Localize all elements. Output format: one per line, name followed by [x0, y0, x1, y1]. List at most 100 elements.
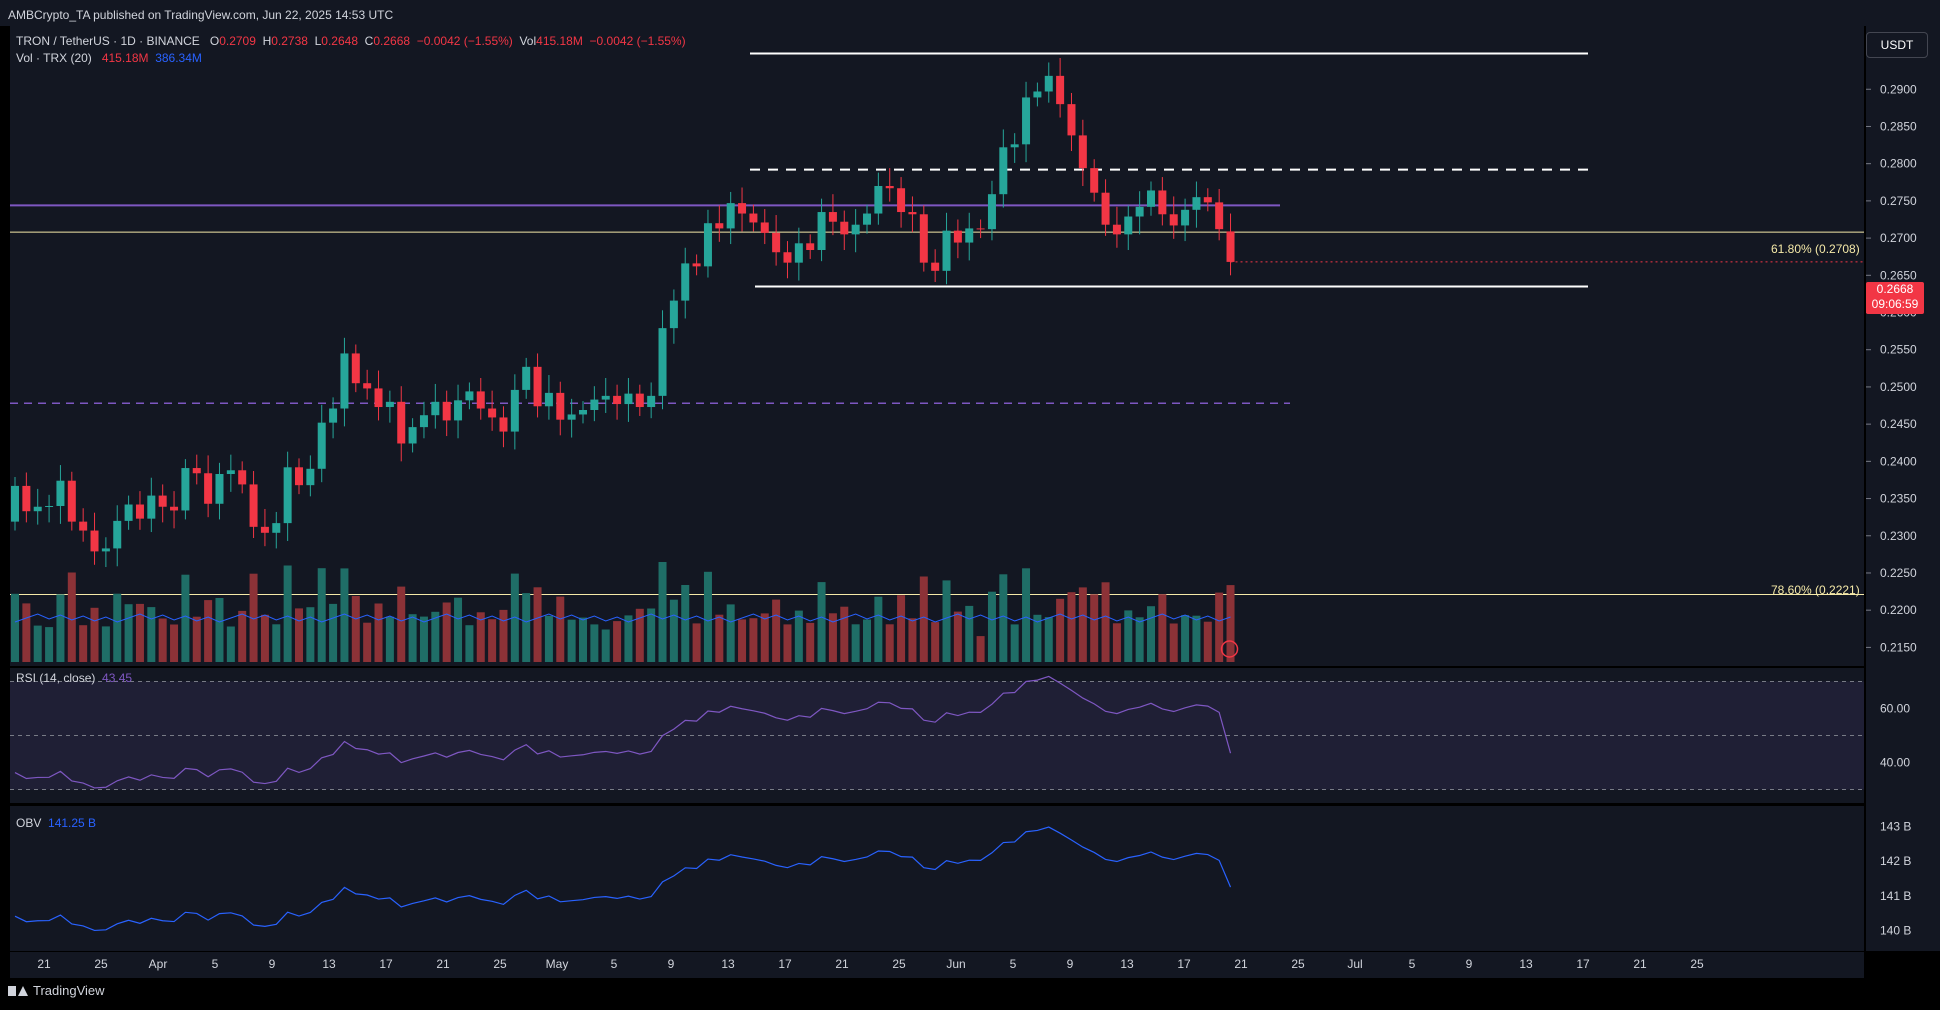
candle-body	[1067, 104, 1076, 136]
volume-bar	[22, 603, 31, 662]
price-tick-label: 0.2850	[1880, 119, 1917, 133]
candle-body	[1203, 197, 1212, 203]
candle-body	[33, 506, 42, 512]
candle-body	[806, 243, 815, 250]
candle-body	[90, 530, 99, 552]
volume-bar	[806, 622, 815, 662]
volume-bar	[669, 599, 678, 662]
volume-bar	[1090, 594, 1099, 662]
volume-bar	[1181, 615, 1190, 662]
time-tick-label: 21	[37, 957, 51, 971]
volume-bar	[601, 629, 610, 662]
volume-bar	[454, 597, 463, 662]
time-tick-label: 13	[322, 957, 336, 971]
volume-bar	[226, 626, 235, 662]
time-tick-label: 17	[1177, 957, 1191, 971]
candle-body	[624, 393, 633, 405]
volume-bar	[760, 613, 769, 662]
candle-body	[999, 147, 1008, 195]
rsi-legend: RSI (14, close) 43.45	[16, 671, 132, 685]
currency-button[interactable]: USDT	[1866, 32, 1928, 58]
volume-bar	[101, 626, 110, 662]
volume-bar	[703, 571, 712, 662]
volume-bar	[317, 568, 326, 662]
obv-value: 141.25 B	[48, 816, 97, 830]
time-tick-label: 5	[1409, 957, 1416, 971]
candle-body	[1147, 190, 1155, 207]
ohlc-open-label: O	[209, 34, 220, 48]
candle-body	[772, 232, 781, 253]
candle-body	[204, 473, 213, 504]
volume-bar	[931, 622, 940, 662]
published-line: AMBCrypto_TA published on TradingView.co…	[8, 8, 394, 22]
time-tick-label: 25	[1690, 957, 1704, 971]
volume-bar	[1033, 614, 1042, 662]
time-tick-label: 9	[269, 957, 276, 971]
candle-body	[1135, 206, 1144, 217]
volume-bar	[408, 614, 417, 662]
footer-brand[interactable]: TradingView	[8, 983, 105, 998]
candle-body	[1010, 144, 1019, 148]
candle-body	[544, 392, 553, 407]
volume-bar	[794, 610, 803, 662]
candle-body	[476, 391, 485, 409]
candle-body	[272, 523, 281, 533]
candle-body	[249, 484, 258, 527]
volume-bar	[90, 607, 99, 662]
vol-indicator-value: 415.18M	[101, 51, 149, 65]
ohlc-high-label: H	[262, 34, 272, 48]
candle-body	[499, 417, 508, 432]
candle-body	[419, 415, 428, 428]
volume-bar	[647, 608, 656, 662]
price-tick-label: 0.2650	[1880, 268, 1917, 282]
candle-body	[635, 393, 644, 408]
candle-body	[363, 383, 372, 389]
tradingview-logo-icon	[8, 984, 28, 998]
candle-body	[135, 504, 144, 519]
candle-body	[1044, 75, 1053, 92]
fib-618-label: 61.80% (0.2708)	[1771, 242, 1860, 256]
volume-bar	[124, 604, 133, 662]
volume-bar	[510, 573, 519, 662]
candle-body	[510, 389, 519, 432]
candle-body	[170, 506, 179, 511]
price-tick-label: 0.2800	[1880, 157, 1917, 171]
candle-body	[908, 212, 917, 215]
candle-body	[522, 366, 531, 390]
volume-bar	[215, 598, 224, 662]
rsi-label[interactable]: RSI (14, close)	[16, 671, 96, 685]
price-tick-label: 0.2450	[1880, 417, 1917, 431]
last-price-tag: 0.2668 09:06:59	[1866, 282, 1924, 314]
candle-body	[965, 228, 974, 243]
candle-body	[306, 468, 315, 486]
volume-bar	[965, 605, 974, 662]
candle-body	[897, 188, 906, 213]
candle-body	[828, 212, 837, 222]
candle-body	[1158, 190, 1167, 215]
candle-body	[113, 520, 122, 549]
time-tick-label: 17	[778, 957, 792, 971]
volume-bar	[692, 623, 701, 662]
volume-bar	[33, 625, 42, 662]
obv-label[interactable]: OBV	[16, 816, 42, 830]
symbol-name[interactable]: TRON / TetherUS · 1D · BINANCE	[16, 34, 200, 48]
volume-bar	[238, 610, 247, 662]
candle-body	[931, 262, 940, 271]
candle-body	[181, 468, 190, 511]
time-tick-label: 25	[892, 957, 906, 971]
volume-bar	[442, 602, 451, 662]
candle-body	[340, 353, 349, 409]
fib-786-label: 78.60% (0.2221)	[1771, 583, 1860, 597]
volume-bar	[397, 586, 406, 662]
candle-body	[533, 366, 542, 407]
volume-bar	[1022, 568, 1031, 662]
candle-body	[1112, 224, 1121, 235]
time-axis	[10, 952, 1864, 978]
volume-bar	[488, 619, 497, 662]
volume-bar	[579, 617, 587, 662]
candle-body	[147, 495, 156, 519]
volume-bar	[942, 580, 951, 662]
candle-body	[1181, 209, 1190, 226]
vol-indicator-name[interactable]: Vol · TRX (20)	[16, 51, 92, 65]
